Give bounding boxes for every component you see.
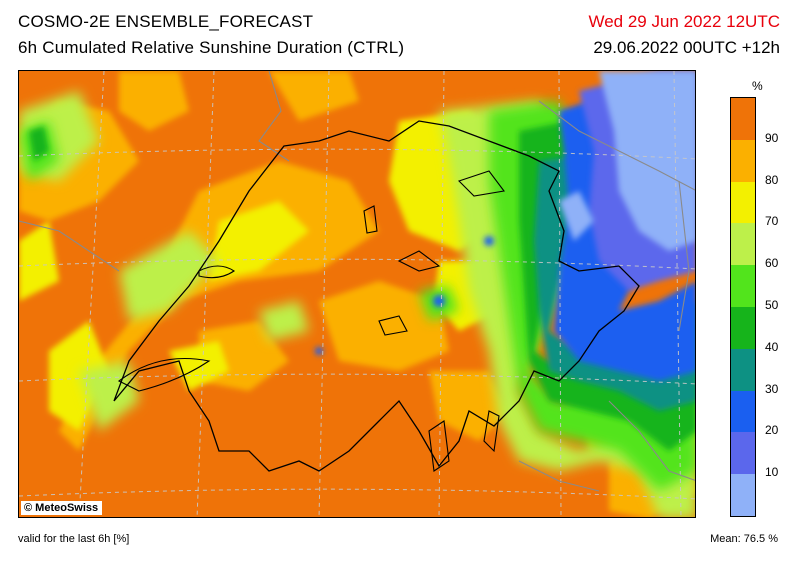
- neighbour-borders: [19, 71, 695, 492]
- legend-swatch: [731, 307, 755, 350]
- copyright-label: © MeteoSwiss: [21, 501, 103, 515]
- graticule: [19, 71, 695, 517]
- legend-swatch: [731, 265, 755, 308]
- legend-swatch: [731, 348, 755, 392]
- run-time: 29.06.2022 00UTC +12h: [593, 38, 780, 57]
- color-legend: [730, 97, 756, 517]
- map-canvas: [19, 71, 695, 517]
- legend-swatch: [731, 474, 755, 517]
- legend-swatch: [731, 223, 755, 266]
- legend-swatch: [731, 139, 755, 183]
- legend-swatch: [731, 181, 755, 224]
- chart-subtitle: 6h Cumulated Relative Sunshine Duration …: [18, 38, 405, 57]
- legend-tick-label: 90: [765, 130, 779, 145]
- legend-unit: %: [752, 79, 763, 93]
- legend-tick-label: 80: [765, 172, 779, 187]
- field-lt10: [559, 71, 695, 251]
- legend-tick-label: 50: [765, 298, 779, 312]
- validity-note: valid for the last 6h [%]: [18, 533, 130, 545]
- chart-title: COSMO-2E ENSEMBLE_FORECAST: [18, 12, 314, 31]
- legend-tick-label: 60: [765, 256, 779, 271]
- legend-tick-label: 30: [765, 381, 779, 396]
- legend-swatch: [731, 98, 755, 141]
- legend-tick-label: 10: [765, 465, 779, 480]
- lakes: [117, 170, 505, 472]
- legend-tick-label: 40: [765, 339, 779, 354]
- legend-tick-label: 20: [765, 423, 779, 438]
- legend-swatch: [731, 432, 755, 475]
- legend-swatch: [731, 390, 755, 433]
- legend-tick-label: 70: [765, 214, 779, 229]
- mean-value: Mean: 76.5 %: [710, 533, 778, 545]
- valid-time: Wed 29 Jun 2022 12UTC: [588, 12, 780, 31]
- sunshine-map[interactable]: [18, 70, 696, 518]
- country-border: [113, 120, 640, 472]
